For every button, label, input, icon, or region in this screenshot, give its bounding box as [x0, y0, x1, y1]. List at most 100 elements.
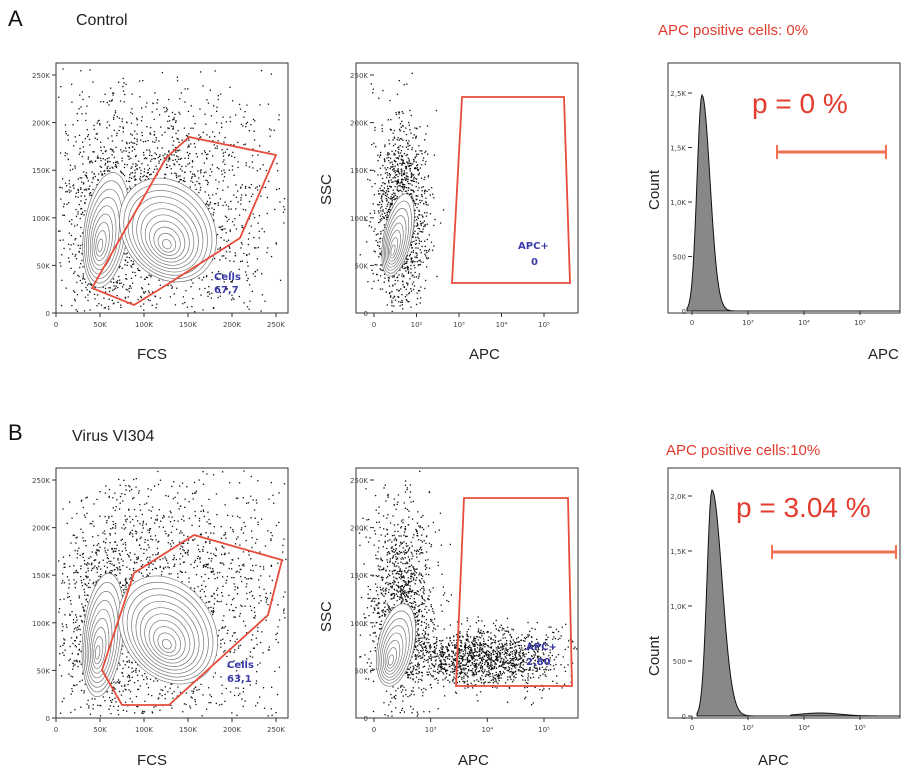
event-dot [144, 179, 147, 181]
event-dot [205, 566, 207, 568]
event-dot [122, 90, 125, 92]
event-dot [198, 520, 201, 522]
event-dot [253, 607, 256, 609]
event-dot [388, 153, 391, 155]
event-dot [411, 241, 413, 243]
event-dot [200, 576, 203, 578]
event-dot [140, 169, 142, 172]
event-dot [405, 175, 407, 177]
event-dot [235, 497, 238, 499]
event-dot [261, 518, 263, 520]
event-dot [169, 510, 171, 512]
event-dot [389, 185, 391, 187]
event-dot [258, 237, 260, 239]
event-dot [176, 528, 178, 530]
event-dot [212, 131, 214, 133]
event-dot [277, 604, 279, 606]
event-dot [371, 143, 373, 146]
event-dot [203, 515, 205, 518]
event-dot [130, 277, 133, 279]
event-dot [231, 280, 234, 282]
event-dot [414, 156, 416, 158]
event-dot [80, 213, 82, 215]
event-dot [86, 284, 89, 286]
event-dot [436, 275, 438, 278]
event-dot [198, 688, 200, 691]
event-dot [391, 193, 393, 196]
event-dot [187, 157, 190, 159]
event-dot [269, 135, 271, 137]
event-dot [149, 132, 151, 134]
event-dot [223, 534, 225, 536]
event-dot [367, 281, 369, 283]
event-dot [252, 167, 254, 169]
event-dot [285, 558, 287, 560]
event-dot [377, 190, 380, 192]
event-dot [426, 190, 428, 192]
event-dot [139, 167, 141, 169]
event-dot [235, 571, 237, 573]
event-dot [175, 175, 177, 177]
event-dot [251, 530, 253, 532]
event-dot [414, 267, 416, 269]
event-dot [390, 166, 392, 168]
event-dot [148, 149, 150, 151]
event-dot [410, 244, 412, 246]
event-dot [247, 277, 249, 280]
event-dot [234, 156, 236, 159]
event-dot [221, 255, 223, 257]
event-dot [79, 247, 81, 249]
event-dot [111, 547, 113, 550]
contour-line [119, 177, 217, 283]
event-dot [264, 596, 267, 598]
event-dot [216, 122, 218, 124]
event-dot [124, 296, 127, 298]
event-dot [418, 209, 420, 211]
event-dot [243, 252, 245, 255]
event-dot [369, 212, 371, 215]
event-dot [209, 523, 212, 525]
event-dot [194, 184, 196, 186]
event-dot [121, 267, 123, 269]
event-dot [409, 109, 411, 112]
event-dot [145, 558, 148, 560]
event-dot [155, 137, 157, 139]
event-dot [124, 684, 126, 686]
event-dot [114, 527, 117, 529]
event-dot [398, 80, 400, 82]
event-dot [106, 167, 108, 169]
event-dot [219, 292, 222, 294]
event-dot [170, 168, 172, 170]
contour-line [384, 208, 410, 271]
event-dot [80, 689, 83, 692]
event-dot [230, 299, 233, 301]
event-dot [195, 188, 197, 190]
event-dot [155, 165, 157, 167]
event-dot [137, 269, 140, 271]
event-dot [255, 564, 257, 566]
event-dot [111, 135, 113, 137]
event-dot [116, 681, 119, 683]
event-dot [181, 165, 183, 168]
event-dot [251, 154, 254, 157]
event-dot [142, 80, 144, 82]
event-dot [386, 185, 389, 187]
event-dot [130, 157, 132, 159]
event-dot [187, 551, 189, 553]
event-dot [203, 162, 205, 164]
event-dot [415, 136, 417, 138]
event-dot [403, 263, 405, 266]
event-dot [386, 211, 388, 214]
event-dot [401, 163, 403, 165]
y-tick-label: 1,5K [670, 145, 686, 153]
event-dot [116, 165, 118, 167]
event-dot [204, 287, 206, 290]
event-dot [420, 261, 422, 263]
event-dot [211, 558, 213, 560]
event-dot [412, 163, 414, 165]
event-dot [241, 698, 243, 700]
event-dot [389, 205, 392, 207]
event-dot [413, 178, 415, 180]
event-dot [105, 570, 107, 572]
event-dot [199, 534, 202, 536]
